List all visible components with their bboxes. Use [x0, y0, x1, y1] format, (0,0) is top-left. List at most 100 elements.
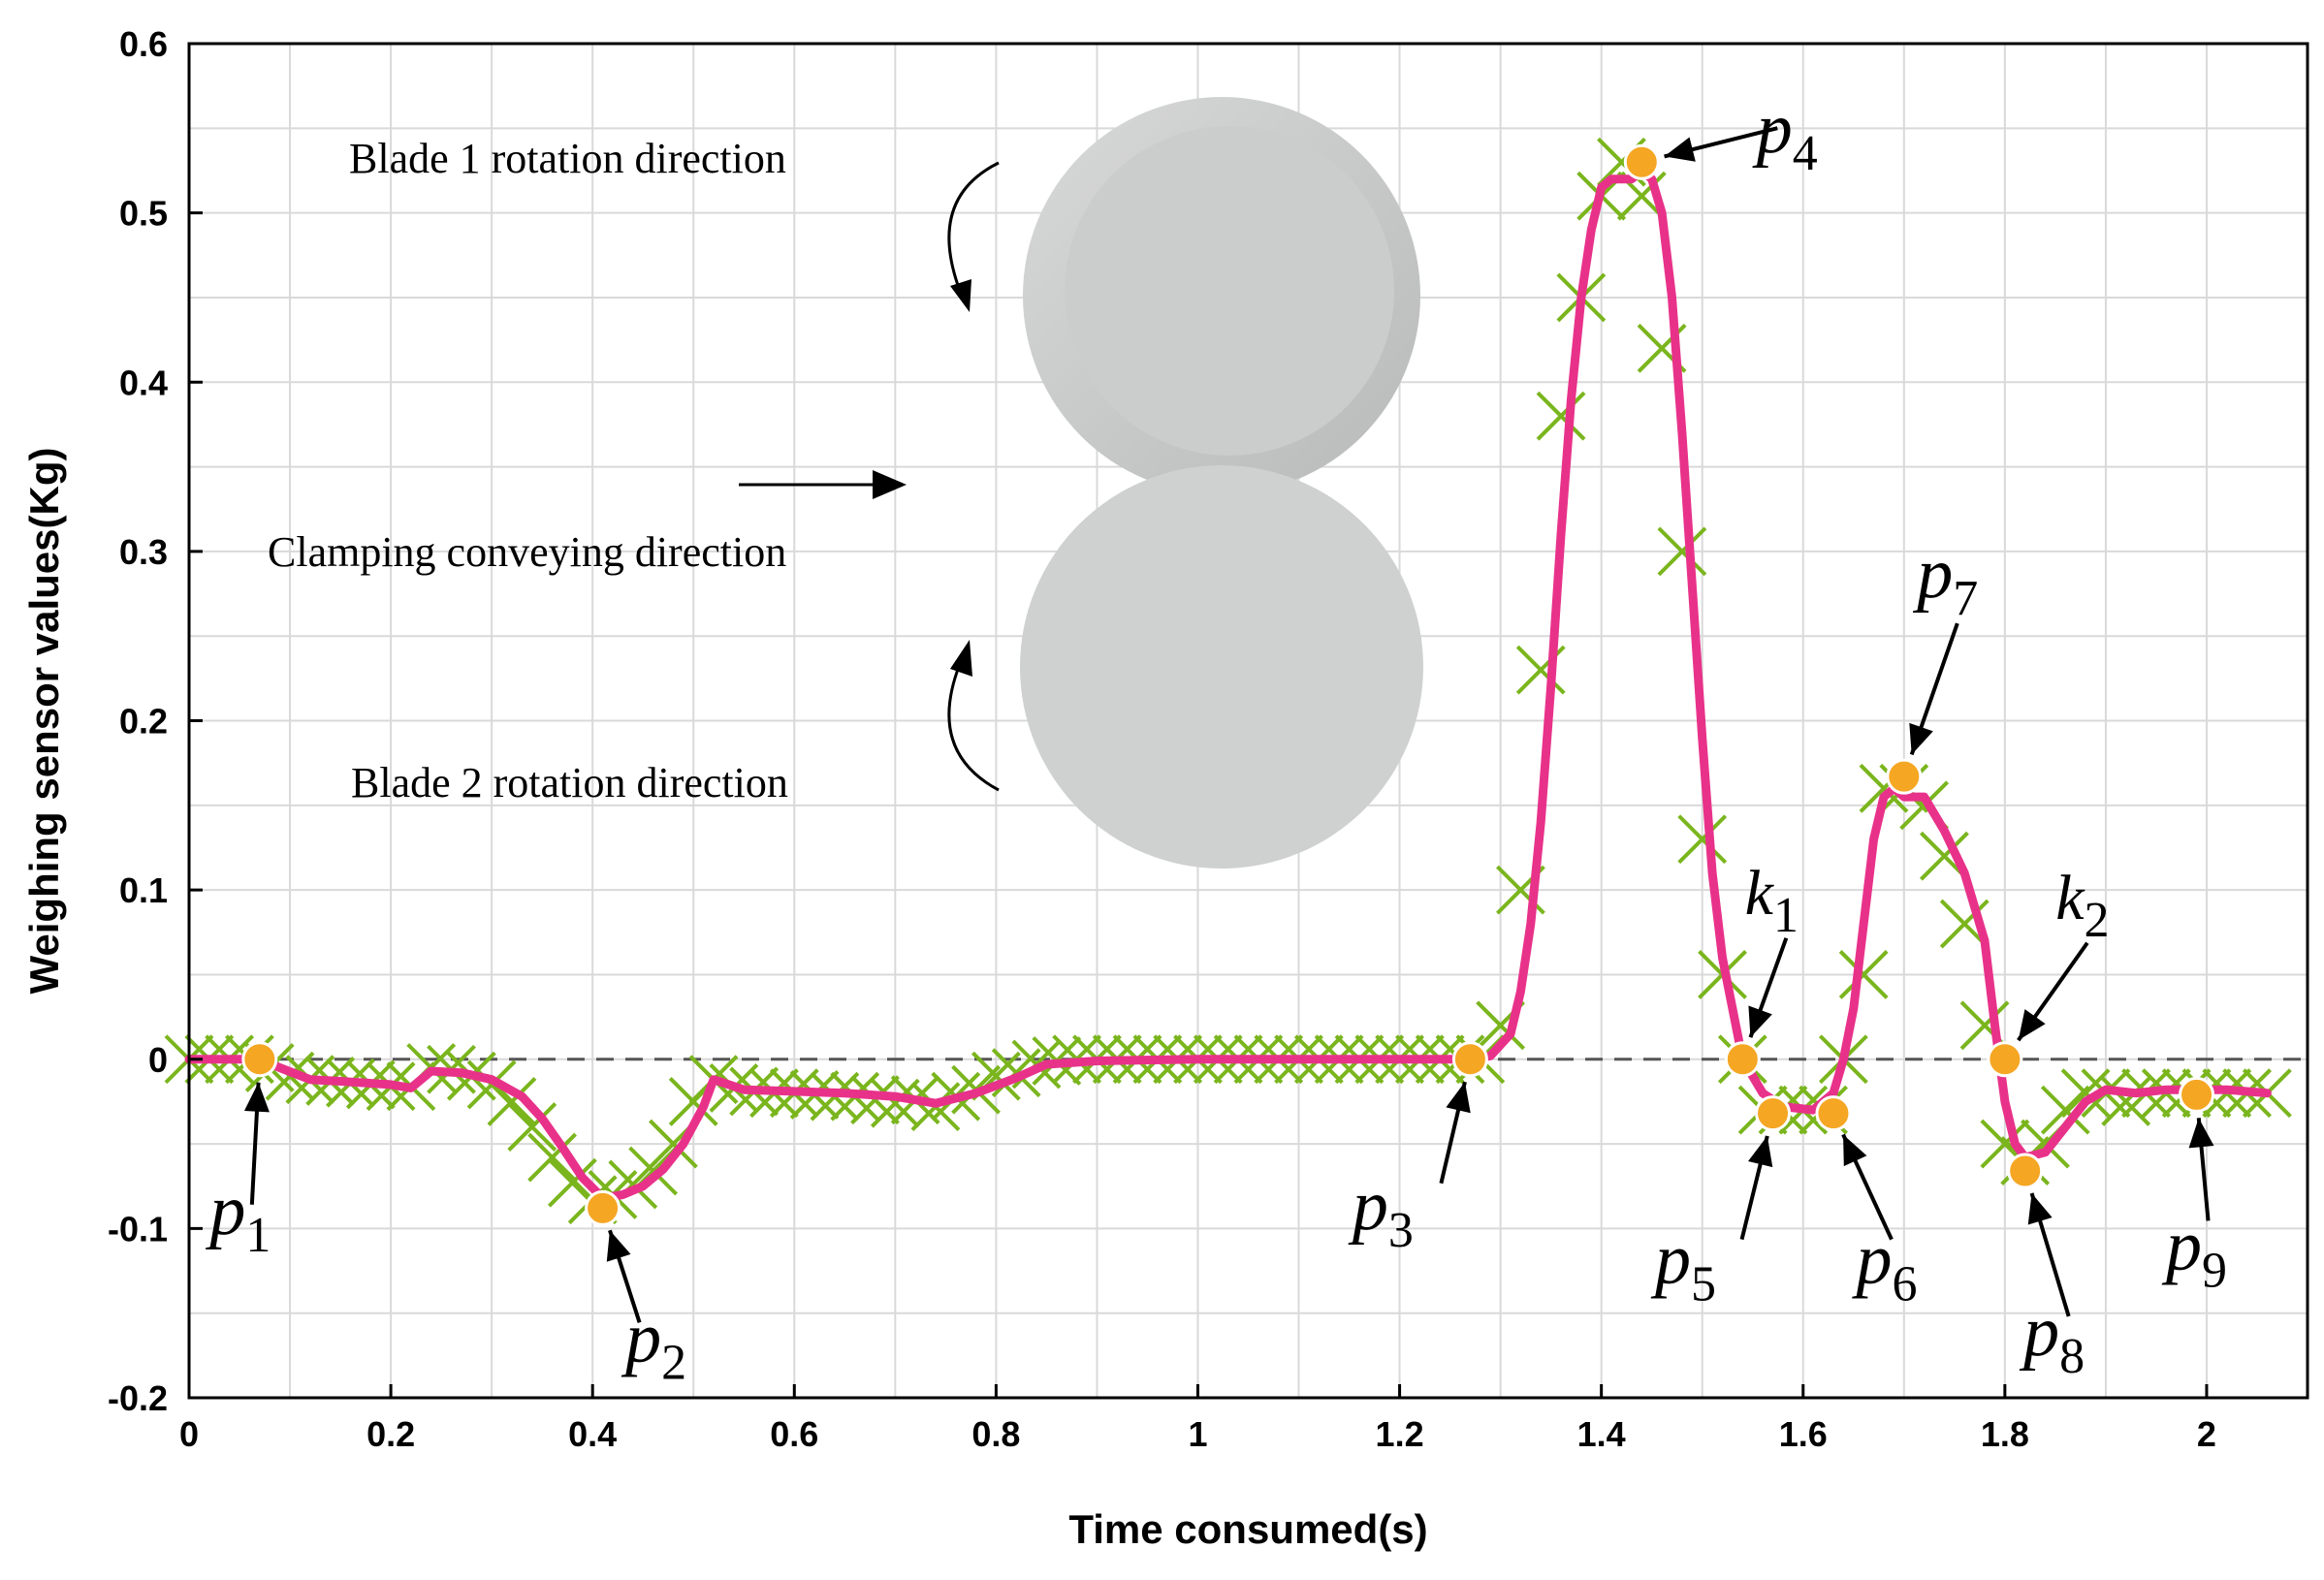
point-label-subscript: 7 — [1953, 571, 1978, 626]
point-p1: p1 — [205, 1041, 278, 1263]
point-label-base: p — [2019, 1292, 2059, 1372]
y-tick-label: -0.2 — [108, 1378, 168, 1418]
point-p3: p3 — [1348, 1041, 1488, 1258]
point-arrowhead — [1748, 1135, 1773, 1168]
raw-marker-stroke — [507, 1102, 557, 1153]
point-p2: p2 — [585, 1189, 686, 1390]
conveying-label: Clamping conveying direction — [268, 528, 786, 576]
point-marker — [1623, 143, 1660, 180]
y-tick-label: 0.4 — [119, 363, 168, 402]
raw-marker-stroke — [1536, 391, 1586, 441]
point-marker — [585, 1189, 621, 1226]
raw-marker-stroke — [850, 1075, 900, 1125]
y-axis-ticks: -0.2 -0.1 0 0.1 0.2 0.3 0.4 0.5 0.6 — [108, 24, 203, 1418]
blade-1-label: Blade 1 rotation direction — [349, 135, 786, 182]
point-marker — [1987, 1041, 2023, 1078]
point-arrowhead — [1748, 1005, 1772, 1038]
point-marker — [1451, 1041, 1488, 1078]
blade-1-arrowhead — [950, 279, 971, 312]
raw-sample-marker — [466, 1059, 517, 1110]
x-tick-label: 1.4 — [1577, 1414, 1626, 1454]
point-label-k2: k2 — [2055, 863, 2109, 948]
y-tick-label: -0.1 — [108, 1209, 168, 1248]
blade-2-disc — [1020, 465, 1423, 869]
raw-sample-marker — [507, 1102, 557, 1153]
x-tick-label: 0.6 — [770, 1414, 818, 1454]
x-tick-label: 1.2 — [1376, 1414, 1424, 1454]
point-label-subscript: 1 — [245, 1208, 271, 1263]
point-label-base: p — [621, 1298, 661, 1377]
point-marker — [2179, 1076, 2215, 1113]
raw-marker-stroke — [1616, 171, 1667, 221]
x-tick-label: 1.8 — [1981, 1414, 2029, 1454]
point-label-subscript: 1 — [1773, 888, 1799, 943]
point-label-subscript: 5 — [1691, 1257, 1716, 1312]
raw-sample-marker — [870, 1078, 920, 1128]
point-label-subscript: 9 — [2202, 1243, 2227, 1298]
point-marker — [1724, 1041, 1761, 1078]
point-arrowhead — [606, 1230, 631, 1262]
point-label-subscript: 3 — [1388, 1203, 1414, 1258]
x-tick-label: 0.4 — [568, 1414, 617, 1454]
y-axis-title: Weighing sensor values(Kg) — [21, 448, 67, 995]
point-label-base: p — [1650, 1220, 1691, 1300]
raw-sample-marker — [2101, 1076, 2151, 1126]
point-label-subscript: 4 — [1793, 126, 1818, 181]
x-tick-label: 0 — [179, 1414, 199, 1454]
raw-marker-stroke — [527, 1132, 577, 1183]
point-label-base: p — [205, 1171, 245, 1250]
point-label-p3: p3 — [1348, 1166, 1414, 1258]
point-label-p4: p4 — [1752, 89, 1818, 181]
point-arrowhead — [1664, 137, 1696, 162]
raw-sample-marker — [2040, 1085, 2090, 1135]
raw-marker-stroke — [487, 1076, 537, 1126]
raw-marker-stroke — [2040, 1085, 2090, 1135]
point-arrowhead — [1909, 722, 1933, 755]
y-tick-label: 0 — [148, 1040, 168, 1080]
y-tick-label: 0.5 — [119, 194, 168, 234]
point-label-base: k — [2055, 863, 2085, 933]
raw-marker-stroke — [1980, 1119, 2030, 1169]
point-p8: p8 — [2007, 1153, 2085, 1384]
raw-sample-marker — [527, 1132, 577, 1183]
blade-2-rotation-arrow — [947, 663, 1000, 792]
point-label-k1: k1 — [1745, 858, 1799, 943]
raw-marker-stroke — [1920, 831, 1969, 881]
blade-2-arrowhead — [950, 640, 972, 677]
x-tick-label: 2 — [2197, 1414, 2216, 1454]
point-marker — [1755, 1095, 1792, 1132]
raw-marker-stroke — [1959, 1000, 2010, 1051]
y-tick-label: 0.2 — [119, 702, 168, 742]
point-arrowhead — [243, 1082, 270, 1113]
point-marker — [2007, 1153, 2044, 1189]
point-label-p1: p1 — [205, 1171, 271, 1263]
blade-1-rotation-arrow — [947, 161, 1000, 292]
raw-marker-stroke — [1677, 814, 1728, 865]
x-tick-label: 1.6 — [1779, 1414, 1828, 1454]
point-k2: k2 — [1987, 863, 2110, 1078]
point-arrowhead — [1446, 1082, 1471, 1114]
point-label-p2: p2 — [621, 1298, 686, 1390]
point-label-base: p — [2161, 1206, 2202, 1285]
blade-1-hub — [1065, 126, 1394, 456]
raw-sample-marker — [1657, 526, 1707, 577]
point-label-base: p — [1752, 89, 1793, 169]
point-p6: p6 — [1815, 1095, 1917, 1312]
point-label-p7: p7 — [1912, 534, 1978, 626]
point-label-p5: p5 — [1650, 1220, 1716, 1312]
point-arrowhead — [2027, 1192, 2053, 1225]
raw-sample-marker — [1677, 814, 1728, 865]
y-tick-label: 0.6 — [119, 24, 168, 64]
point-label-base: k — [1745, 858, 1775, 929]
x-tick-label: 0.2 — [366, 1414, 415, 1454]
point-arrowhead — [1843, 1134, 1867, 1167]
raw-marker-stroke — [1939, 899, 1990, 949]
raw-marker-stroke — [1838, 950, 1889, 999]
raw-marker-stroke — [2060, 1068, 2111, 1119]
raw-sample-marker — [1838, 950, 1889, 999]
point-label-base: p — [1348, 1166, 1388, 1246]
blade-2-label: Blade 2 rotation direction — [351, 759, 788, 806]
point-label-base: p — [1851, 1220, 1892, 1300]
raw-marker-stroke — [466, 1059, 517, 1110]
